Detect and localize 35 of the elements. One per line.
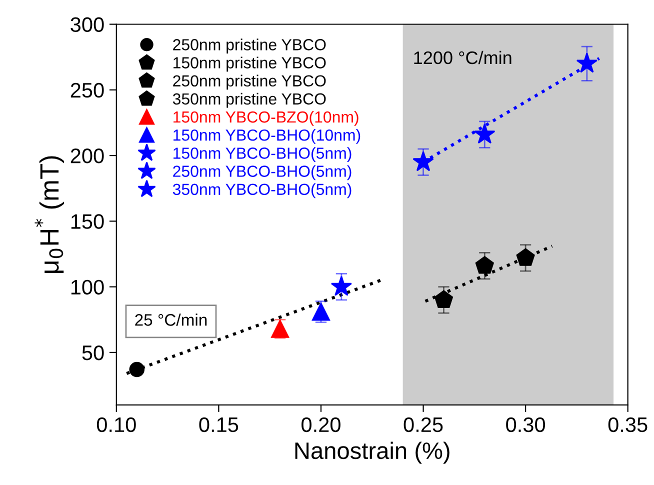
y-tick-label: 50 <box>82 345 104 360</box>
legend-label: 150nm YBCO-BZO(10nm) <box>174 110 358 126</box>
point <box>312 302 330 321</box>
y-tick-label: 250 <box>70 82 104 98</box>
legend-label: 150nm YBCO-BHO(10nm) <box>174 129 360 144</box>
point <box>434 290 454 308</box>
point <box>474 123 496 144</box>
y-axis-title: μ$_{0}$H$^{*}$ (mT) <box>34 156 64 273</box>
annotation: 25 °C/min <box>135 314 207 326</box>
x-tick-label: 0.20 <box>302 417 340 432</box>
y-tick-label: 200 <box>70 148 104 164</box>
y-tick-label: 150 <box>71 214 104 229</box>
legend-label: 150nm pristine YBCO <box>174 56 326 72</box>
legend-label: 350nm YBCO-BHO(5nm) <box>172 183 352 198</box>
legend-label: 250nm pristine YBCO <box>173 74 326 90</box>
legend-label: 250nm YBCO-BHO(5nm) <box>173 165 352 180</box>
point <box>516 248 535 266</box>
y-tick-label: 100 <box>71 280 104 295</box>
legend-label: 250nm pristine YBCO <box>173 38 326 54</box>
legend-label: 150nm YBCO-BHO(5nm) <box>174 147 352 162</box>
y-tick-label: 300 <box>70 17 104 32</box>
band-label: 1200 °C/min <box>414 50 512 64</box>
x-tick-label: 0.30 <box>506 417 546 432</box>
x-tick-label: 0.35 <box>608 417 648 432</box>
legend-label: 350nm pristine YBCO <box>172 92 326 108</box>
x-axis-title: Nanostrain (%) <box>295 442 450 464</box>
point <box>129 362 145 378</box>
x-tick-label: 0.10 <box>96 417 136 432</box>
point <box>330 276 352 296</box>
point <box>475 256 494 274</box>
point <box>412 150 434 172</box>
x-tick-label: 0.25 <box>404 417 443 432</box>
x-tick-label: 0.15 <box>199 417 238 432</box>
point <box>576 52 598 73</box>
point <box>271 320 290 338</box>
